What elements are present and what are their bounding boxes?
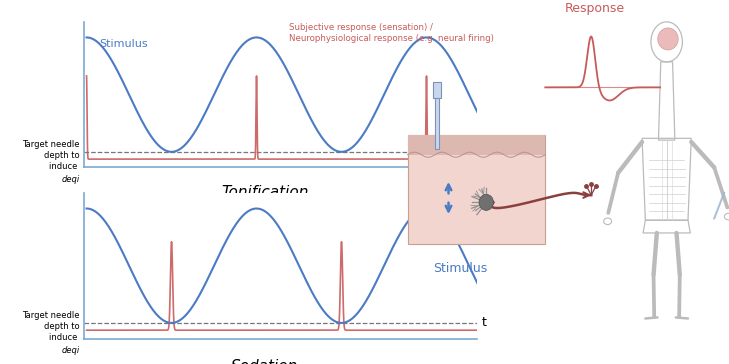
Text: t: t [481,316,486,329]
Text: Response: Response [564,1,625,15]
Text: deqi: deqi [62,346,80,355]
Text: t: t [481,145,486,158]
Bar [435,98,439,149]
Text: Stimulus: Stimulus [433,262,487,275]
Text: Stimulus: Stimulus [100,39,148,49]
Circle shape [479,194,494,210]
Ellipse shape [658,28,678,50]
Text: Sedation: Sedation [231,359,299,364]
Text: deqi: deqi [62,175,80,184]
Text: Subjective response (sensation) /
Neurophysiological response (e.g. neural firin: Subjective response (sensation) / Neurop… [289,23,494,43]
Text: Target needle
depth to
induce: Target needle depth to induce [23,311,80,343]
Bar [433,82,441,98]
Text: Target needle
depth to
induce: Target needle depth to induce [23,140,80,171]
Text: Tonification: Tonification [221,185,308,200]
Bar [408,135,545,155]
Bar [408,135,545,244]
